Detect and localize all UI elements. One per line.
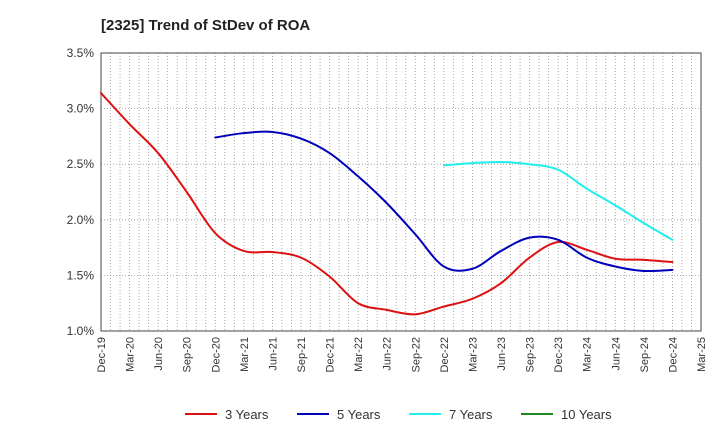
x-tick-label: Jun-21 [267,337,279,371]
x-tick-label: Dec-19 [96,337,108,372]
legend-item-7-years: 7 Years [409,407,493,422]
x-tick-label: Dec-23 [553,337,565,372]
x-tick-label: Jun-20 [153,337,165,371]
y-tick-label: 1.0% [67,324,95,338]
axis-layer: 1.0% 1.5% 2.0% 2.5% 3.0% 3.5% Dec-19 Mar-20 Jun-… [67,46,708,372]
x-tick-label: Dec-21 [325,337,337,372]
legend-item-3-years: 3 Years [185,407,269,422]
series-line-3-years [100,92,674,316]
x-tick-label: Jun-22 [382,337,394,371]
x-tick-label: Sep-23 [525,337,537,372]
legend-label-10-years: 10 Years [561,407,612,422]
legend: 3 Years 5 Years 7 Years 10 Years [185,407,612,422]
x-tick-label: Dec-24 [667,337,679,372]
x-tick-label: Sep-20 [182,337,194,372]
legend-item-5-years: 5 Years [297,407,381,422]
x-tick-label: Mar-22 [353,337,365,372]
series-line-5-years [214,130,674,273]
x-tick-label: Sep-22 [410,337,422,372]
series-line-7-years [442,160,674,241]
plot-border [100,52,702,332]
grid-layer [101,53,701,331]
x-tick-label: Mar-24 [582,337,594,372]
legend-label-7-years: 7 Years [449,407,493,422]
x-tick-label: Mar-20 [125,337,137,372]
legend-label-5-years: 5 Years [337,407,381,422]
x-tick-label: Mar-23 [467,337,479,372]
y-tick-label: 3.0% [67,102,95,116]
x-tick-label: Jun-23 [496,337,508,371]
x-tick-label: Mar-21 [239,337,251,372]
y-tick-label: 3.5% [67,46,95,60]
plot-area [101,53,701,331]
y-tick-label: 1.5% [67,268,95,282]
legend-label-3-years: 3 Years [225,407,269,422]
y-tick-label: 2.5% [67,157,95,171]
y-tick-label: 2.0% [67,213,95,227]
x-tick-label: Dec-22 [439,337,451,372]
x-tick-label: Dec-20 [210,337,222,372]
x-tick-label: Jun-24 [610,337,622,371]
chart-title: [2325] Trend of StDev of ROA [101,17,310,34]
series-layer [100,92,674,316]
x-tick-label: Sep-21 [296,337,308,372]
x-tick-label: Sep-24 [639,337,651,372]
x-tick-label: Mar-25 [696,337,708,372]
legend-item-10-years: 10 Years [521,407,612,422]
